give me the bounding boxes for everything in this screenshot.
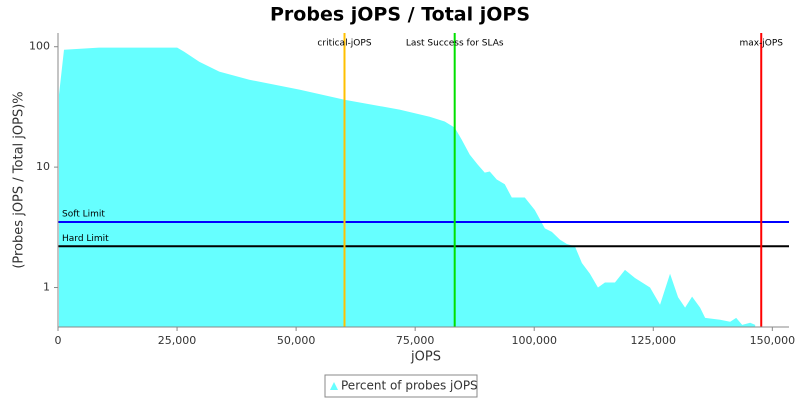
marker-label: critical-jOPS: [317, 39, 371, 49]
marker-label: max-jOPS: [739, 39, 783, 49]
y-axis-label: (Probes jOPS / Total jOPS)%: [12, 91, 27, 268]
marker-label: Last Success for SLAs: [406, 39, 504, 49]
x-tick-label: 50,000: [277, 334, 316, 347]
limit-label: Hard Limit: [62, 234, 109, 244]
x-tick-label: 0: [55, 334, 62, 347]
legend-label: Percent of probes jOPS: [341, 379, 478, 393]
legend-box: [324, 374, 478, 398]
x-tick-label: 100,000: [511, 334, 557, 347]
legend-marker: [330, 382, 338, 390]
y-tick-label: 10: [36, 160, 50, 173]
x-tick-label: 125,000: [631, 334, 677, 347]
x-tick-label: 25,000: [158, 334, 197, 347]
area: [59, 47, 756, 328]
x-tick-label: 75,000: [396, 334, 435, 347]
chart-title: Probes jOPS / Total jOPS: [270, 4, 530, 26]
y-tick-label: 1: [43, 281, 50, 294]
limit-label: Soft Limit: [62, 210, 105, 220]
x-tick-label: 150,000: [750, 334, 796, 347]
x-axis-label: jOPS: [410, 350, 441, 365]
y-tick-label: 100: [29, 40, 50, 53]
